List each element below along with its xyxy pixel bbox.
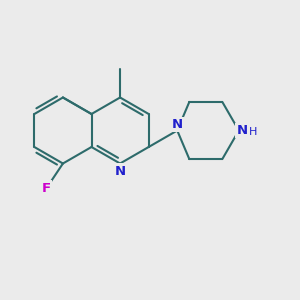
- Text: N: N: [115, 164, 126, 178]
- Text: F: F: [42, 182, 51, 195]
- Text: N: N: [172, 118, 183, 131]
- Text: H: H: [249, 127, 257, 137]
- Text: N: N: [236, 124, 247, 137]
